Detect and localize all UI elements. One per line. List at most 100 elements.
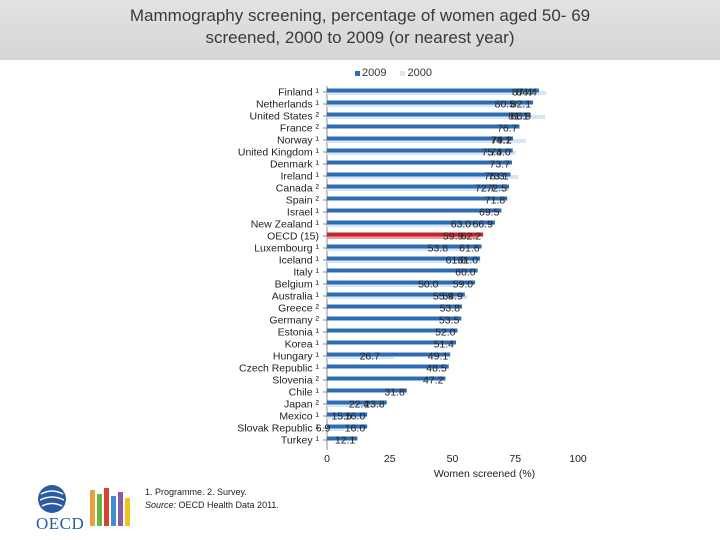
data-label-2009: 16.0: [345, 423, 366, 435]
data-label-2000: 59.9: [443, 231, 464, 243]
category-label: Slovak Republic ¹: [237, 423, 319, 435]
legend-swatch-2000: [400, 70, 406, 76]
data-label-2000: 15.5: [331, 411, 352, 423]
category-label: Italy ¹: [293, 267, 319, 279]
bar-2009: [327, 316, 462, 321]
data-label-2009: 82.1: [511, 99, 532, 111]
bar-2009: [327, 124, 520, 129]
category-label: Netherlands ¹: [256, 99, 320, 111]
category-label: Slovenia ²: [272, 375, 319, 387]
data-label-2009: 59.0: [453, 279, 474, 291]
data-label-2009: 62.2: [461, 231, 482, 243]
x-tick-label: 75: [509, 453, 521, 465]
bar-2009: [327, 340, 457, 345]
legend-label-2009: 2009: [362, 67, 387, 79]
category-label: Japan ²: [284, 399, 320, 411]
bar-2009: [327, 220, 495, 225]
data-label-2009: 84.4: [516, 87, 537, 99]
category-label: Denmark ¹: [270, 159, 320, 171]
bar-2009: [327, 148, 513, 153]
bar-2009: [327, 388, 407, 393]
bar-2009: [327, 112, 531, 117]
data-label-2009: 71.8: [485, 195, 506, 207]
category-label: Spain ²: [286, 195, 320, 207]
bar-2009: [327, 100, 534, 105]
bar-2000: [327, 235, 478, 239]
category-label: Estonia ¹: [278, 327, 320, 339]
data-label-2009: 60.0: [455, 267, 476, 279]
data-label-2000: 63.0: [451, 219, 472, 231]
data-label-2009: 52.0: [435, 327, 456, 339]
data-label-2009: 23.8: [364, 399, 385, 411]
bar-2009: [327, 172, 511, 177]
x-tick-label: 100: [569, 453, 587, 465]
data-label-2009: 51.4: [434, 339, 455, 351]
bar-2000: [327, 415, 366, 419]
data-label-2000: 61.0: [446, 255, 467, 267]
title-band: [0, 0, 720, 60]
category-label: Australia ¹: [272, 291, 320, 303]
data-label-2009: 12.1: [335, 435, 356, 447]
bar-2000: [327, 259, 481, 263]
data-label-2000: 53.8: [428, 243, 449, 255]
data-label-2009: 54.9: [442, 291, 463, 303]
data-label-2009: 61.0: [458, 255, 479, 267]
x-tick-label: 25: [384, 453, 396, 465]
legend-label-2000: 2000: [407, 67, 432, 79]
category-label: Korea ¹: [285, 339, 320, 351]
bar-2000: [327, 103, 530, 107]
category-label: Greece ²: [278, 303, 319, 315]
x-tick-label: 0: [324, 453, 330, 465]
bar-2009: [327, 244, 482, 249]
bar-2009: [327, 328, 458, 333]
source-label: Source:: [145, 500, 177, 510]
x-axis-label: Women screened (%): [434, 468, 535, 480]
bar-2009: [327, 412, 368, 417]
data-label-2009: 53.5: [439, 315, 460, 327]
data-label-2009: 73.1: [488, 171, 509, 183]
bar-2000: [327, 247, 463, 251]
data-label-2009: 72.5: [487, 183, 508, 195]
category-label: Ireland ¹: [280, 171, 319, 183]
bar-2009: [327, 184, 509, 189]
chart-title-line-2: screened, 2000 to 2009 (or nearest year): [205, 28, 515, 47]
category-label: Mexico ¹: [279, 411, 319, 423]
data-label-2009: 74.0: [490, 147, 511, 159]
source-line: Source: OECD Health Data 2011.: [145, 499, 279, 512]
data-label-2000: 79.2: [491, 135, 512, 147]
data-label-2009: 49.1: [428, 351, 449, 363]
category-label: New Zealand ¹: [251, 219, 320, 231]
category-label: Israel ¹: [287, 207, 320, 219]
bar-2000: [327, 139, 526, 143]
data-label-2009: 66.9: [472, 219, 493, 231]
legend-item-2009: 2009: [355, 67, 386, 79]
bar-2000: [327, 175, 519, 179]
bar-2009: [327, 352, 451, 357]
bar-2000: [327, 223, 486, 227]
category-label: Luxembourg ¹: [254, 243, 319, 255]
category-label: United Kingdom ¹: [238, 147, 320, 159]
data-label-2000: 80.5: [495, 99, 516, 111]
bar-2000: [327, 115, 546, 119]
data-label-2000: 75.3: [482, 147, 503, 159]
data-label-2000: 87.4: [512, 87, 533, 99]
data-label-2009: 47.2: [423, 375, 444, 387]
data-label-2000: 26.7: [360, 351, 381, 363]
bar-2009: [327, 436, 358, 441]
bar-2009: [327, 280, 476, 285]
category-label: Hungary ¹: [273, 351, 320, 363]
legend-item-2000: 2000: [400, 67, 432, 79]
category-label: OECD (15): [267, 231, 319, 243]
bar-2000: [327, 283, 453, 287]
data-label-2009: 16.0: [345, 411, 366, 423]
category-label: France ²: [280, 123, 320, 135]
category-label: Czech Republic ¹: [239, 363, 319, 375]
data-label-2000: 76.3: [484, 171, 505, 183]
bar-2009: [327, 136, 513, 141]
bar-2000: [327, 355, 395, 359]
bar-2009: [327, 424, 368, 429]
data-label-2000: 6.9: [316, 423, 331, 435]
footnote: 1. Programme. 2. Survey. Source: OECD He…: [145, 486, 279, 512]
bar-2009: [327, 376, 446, 381]
